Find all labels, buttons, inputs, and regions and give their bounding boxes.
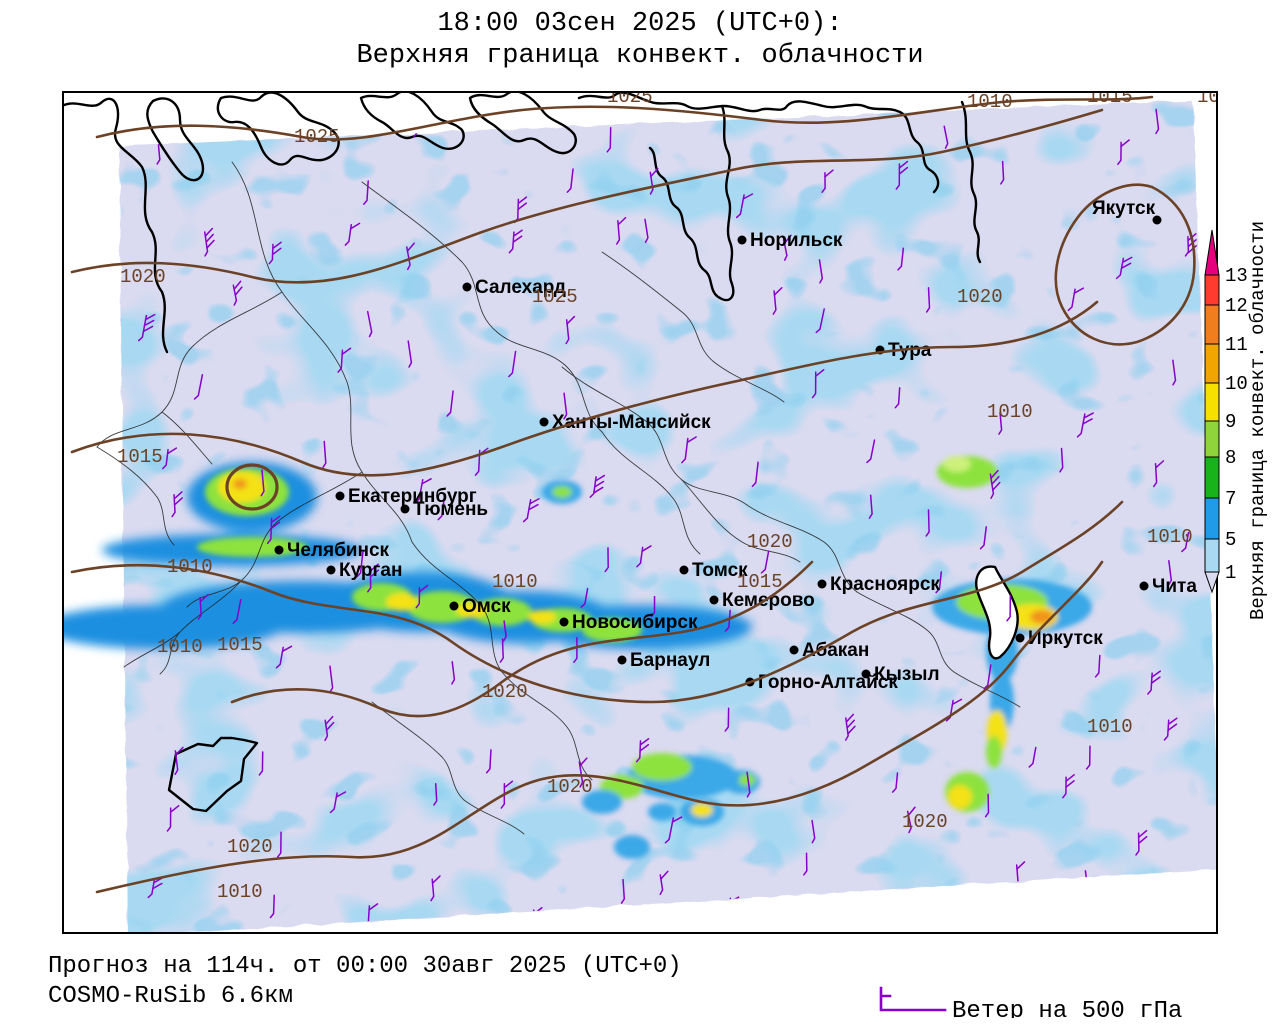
svg-text:Новосибирск: Новосибирск xyxy=(572,612,698,633)
svg-text:1020: 1020 xyxy=(227,836,273,858)
svg-text:Кемерово: Кемерово xyxy=(722,590,815,611)
svg-text:Абакан: Абакан xyxy=(802,640,869,661)
svg-text:1010: 1010 xyxy=(987,401,1033,423)
svg-text:Омск: Омск xyxy=(462,596,511,617)
svg-text:11: 11 xyxy=(1225,334,1248,356)
svg-text:1020: 1020 xyxy=(547,776,593,798)
svg-text:1020: 1020 xyxy=(120,266,166,288)
svg-text:1010: 1010 xyxy=(1147,526,1193,548)
svg-text:Норильск: Норильск xyxy=(750,230,843,251)
svg-text:1015: 1015 xyxy=(117,446,163,468)
svg-text:1010: 1010 xyxy=(1087,716,1133,738)
svg-text:1020: 1020 xyxy=(957,286,1003,308)
svg-text:1025: 1025 xyxy=(532,286,578,308)
svg-text:13: 13 xyxy=(1225,265,1248,287)
svg-text:1020: 1020 xyxy=(747,531,793,553)
svg-text:Курган: Курган xyxy=(339,560,402,581)
svg-text:1010: 1010 xyxy=(157,636,203,658)
svg-text:1025: 1025 xyxy=(294,126,340,148)
svg-text:9: 9 xyxy=(1225,411,1236,433)
svg-text:8: 8 xyxy=(1225,447,1236,469)
svg-text:Барнаул: Барнаул xyxy=(630,650,710,671)
svg-text:Красноярск: Красноярск xyxy=(830,574,940,595)
svg-text:1020: 1020 xyxy=(482,681,528,703)
svg-text:1025: 1025 xyxy=(607,93,653,108)
svg-text:1015: 1015 xyxy=(217,634,263,656)
svg-text:Челябинск: Челябинск xyxy=(287,540,390,561)
svg-text:1010: 1010 xyxy=(492,571,538,593)
svg-text:1020: 1020 xyxy=(902,811,948,833)
svg-text:1010: 1010 xyxy=(217,881,263,903)
svg-text:Чита: Чита xyxy=(1152,576,1197,597)
svg-text:1015: 1015 xyxy=(1087,93,1133,108)
svg-text:1: 1 xyxy=(1225,562,1236,584)
svg-text:1010: 1010 xyxy=(967,93,1013,113)
svg-text:1000: 1000 xyxy=(1197,93,1218,108)
svg-text:1010: 1010 xyxy=(167,556,213,578)
svg-text:5: 5 xyxy=(1225,529,1236,551)
svg-text:7: 7 xyxy=(1225,488,1236,510)
svg-text:Тюмень: Тюмень xyxy=(413,499,488,520)
svg-text:Ветер на 500 гПа: Ветер на 500 гПа xyxy=(952,998,1182,1018)
svg-text:Верхняя граница конвект. облач: Верхняя граница конвект. облачности, км xyxy=(1247,220,1269,620)
svg-text:Кызыл: Кызыл xyxy=(874,664,940,685)
svg-text:10: 10 xyxy=(1225,373,1248,395)
svg-text:12: 12 xyxy=(1225,295,1248,317)
svg-text:1015: 1015 xyxy=(737,571,783,593)
svg-text:Якутск: Якутск xyxy=(1092,198,1156,219)
